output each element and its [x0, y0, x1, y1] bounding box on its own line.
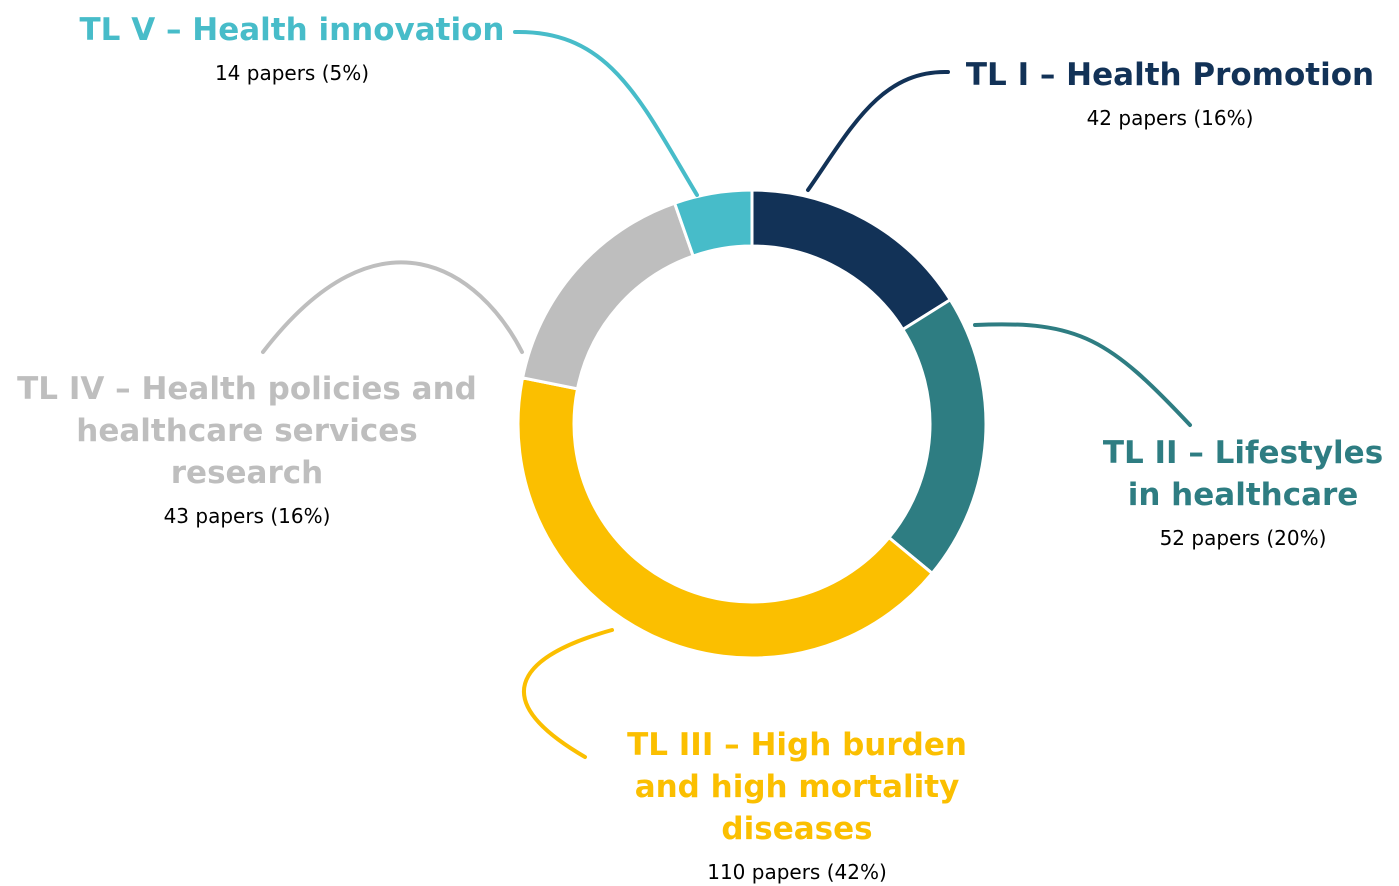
slice-label: TL I – Health Promotion 42 papers (16%)	[940, 54, 1399, 132]
donut-slice	[520, 201, 696, 391]
donut-slice	[886, 297, 988, 576]
category-label: TL IV – Health policies and healthcare s…	[17, 371, 477, 491]
donut-slice	[750, 188, 953, 332]
leader-line	[513, 29, 699, 197]
donut-slice	[516, 376, 935, 660]
value-label: 52 papers (20%)	[1159, 526, 1327, 550]
value-label: 14 papers (5%)	[214, 61, 370, 85]
slice-label: TL II – Lifestyles in healthcare 52 paper…	[1088, 432, 1398, 552]
slice-label: TL IV – Health policies and healthcare s…	[0, 368, 494, 530]
leader-line	[806, 69, 950, 192]
category-label: TL V – Health innovation	[79, 12, 505, 48]
value-label: 110 papers (42%)	[707, 860, 887, 884]
page: {"chart_data": {"type": "donut", "catego…	[0, 9, 1399, 884]
leader-line	[261, 260, 524, 354]
chart	[261, 29, 1192, 759]
value-label: 43 papers (16%)	[163, 504, 331, 528]
category-label: TL I – Health Promotion	[965, 57, 1375, 93]
value-label: 42 papers (16%)	[1086, 106, 1254, 130]
slice-label: TL V – Health innovation 14 papers (5%)	[60, 9, 524, 87]
leader-line	[522, 628, 614, 759]
category-label: TL III – High burden and high mortality …	[627, 727, 967, 847]
leader-line	[973, 322, 1192, 427]
category-label: TL II – Lifestyles in healthcare	[1102, 435, 1384, 513]
slice-label: TL III – High burden and high mortality …	[590, 724, 1004, 886]
